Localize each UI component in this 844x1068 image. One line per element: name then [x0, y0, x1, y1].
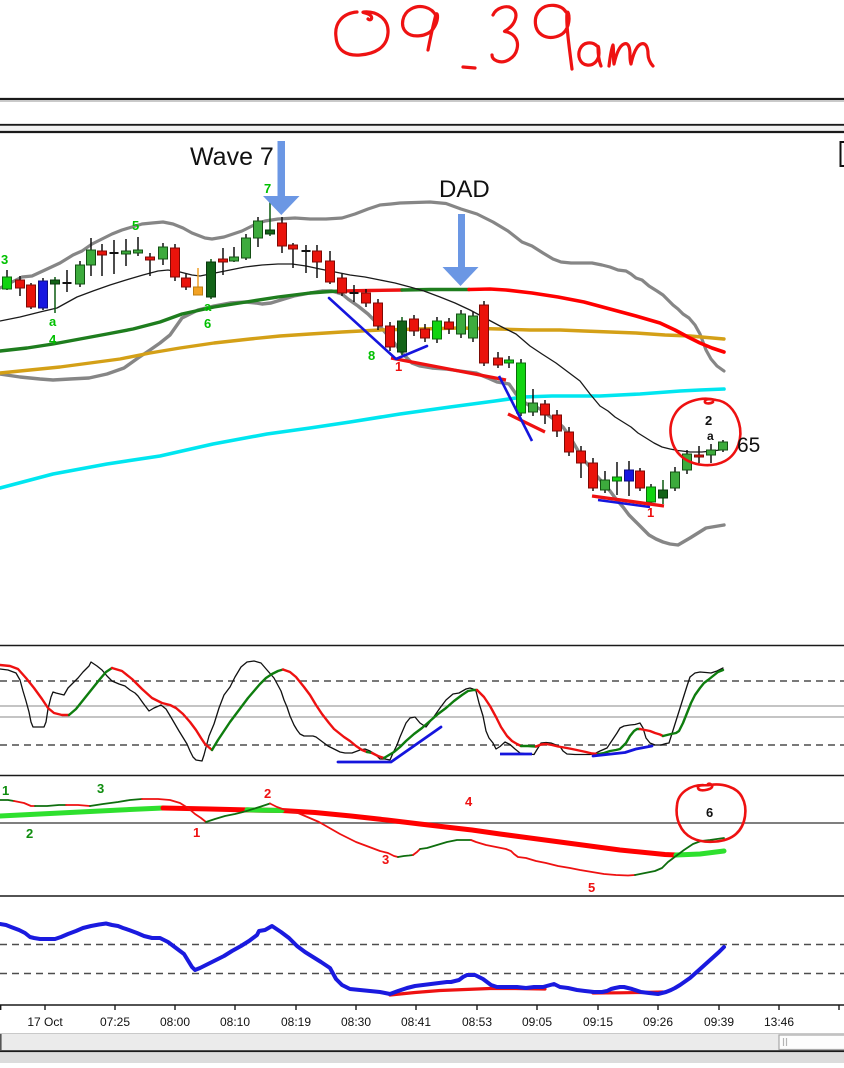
svg-text:Wave 7: Wave 7	[190, 143, 274, 171]
svg-text:08:53: 08:53	[462, 1015, 492, 1029]
svg-text:3: 3	[1, 252, 8, 267]
svg-text:65: 65	[737, 434, 760, 457]
svg-text:17 Oct: 17 Oct	[27, 1015, 63, 1029]
svg-text:3: 3	[97, 781, 104, 796]
svg-text:07:25: 07:25	[100, 1015, 130, 1029]
svg-text:4: 4	[465, 794, 473, 809]
svg-text:1: 1	[2, 783, 9, 798]
svg-text:2: 2	[264, 786, 271, 801]
svg-text:8: 8	[368, 348, 375, 363]
svg-text:DAD: DAD	[439, 176, 490, 203]
svg-text:2: 2	[26, 826, 33, 841]
svg-text:a: a	[49, 314, 57, 329]
svg-text:1: 1	[193, 825, 200, 840]
svg-text:1: 1	[647, 505, 654, 520]
svg-text:a: a	[707, 429, 714, 443]
svg-text:09:39: 09:39	[704, 1015, 734, 1029]
svg-text:09:15: 09:15	[583, 1015, 613, 1029]
svg-text:08:19: 08:19	[281, 1015, 311, 1029]
svg-text:6: 6	[204, 316, 211, 331]
svg-text:3: 3	[382, 852, 389, 867]
svg-text:08:00: 08:00	[160, 1015, 190, 1029]
svg-text:09:05: 09:05	[522, 1015, 552, 1029]
svg-text:08:30: 08:30	[341, 1015, 371, 1029]
svg-text:6: 6	[706, 805, 713, 820]
svg-text:5: 5	[588, 880, 595, 895]
svg-text:08:41: 08:41	[401, 1015, 431, 1029]
svg-text:09:26: 09:26	[643, 1015, 673, 1029]
svg-text:13:46: 13:46	[764, 1015, 794, 1029]
svg-text:7: 7	[264, 181, 271, 196]
svg-text:1: 1	[395, 359, 402, 374]
svg-text:a: a	[204, 299, 212, 314]
svg-text:2: 2	[705, 413, 712, 428]
svg-text:08:10: 08:10	[220, 1015, 250, 1029]
svg-text:5: 5	[132, 218, 139, 233]
svg-text:4: 4	[49, 332, 57, 347]
